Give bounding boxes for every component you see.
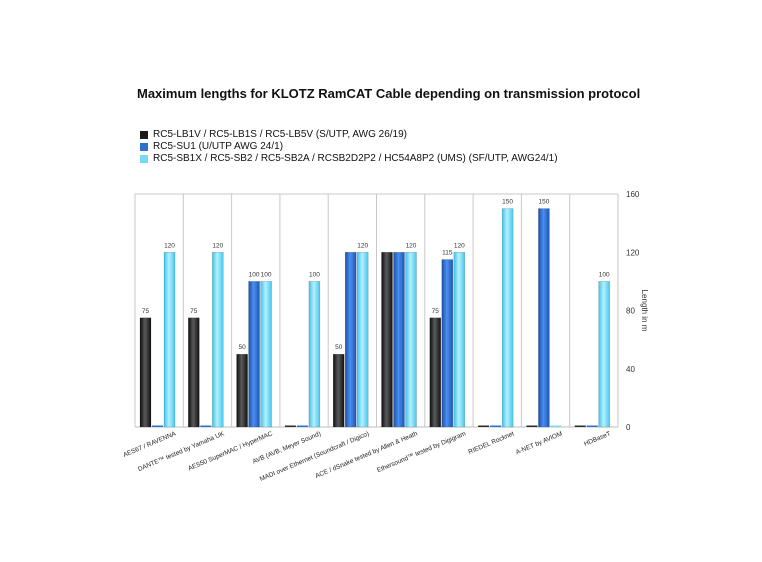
category-label: AES50 SuperMAC / HyperMAC — [187, 430, 274, 472]
bar-2-zero — [200, 425, 212, 427]
legend-swatch-series-3 — [140, 155, 148, 163]
category-label: A-NET by AVIOM — [515, 430, 564, 456]
data-label: 120 — [357, 242, 368, 249]
data-label: 115 — [442, 250, 453, 257]
category-label: Ethersound™ tested by Digigram — [376, 430, 467, 474]
bar-3-zero — [550, 425, 562, 427]
data-label: 120 — [454, 242, 465, 249]
bar-1-zero — [478, 425, 490, 427]
data-label: 150 — [538, 199, 549, 206]
bar-1-zero — [526, 425, 538, 427]
bar-1 — [381, 252, 393, 428]
data-label: 75 — [432, 308, 440, 315]
legend-label-series-2: RC5-SU1 (U/UTP AWG 24/1) — [153, 141, 284, 152]
bar-3 — [598, 281, 610, 428]
bar-3 — [260, 281, 272, 428]
bar-3 — [405, 252, 417, 428]
legend-swatch-series-2 — [140, 143, 148, 151]
y-tick-label: 40 — [626, 365, 635, 374]
chart-title: Maximum lengths for KLOTZ RamCAT Cable d… — [137, 86, 641, 101]
bar-1 — [188, 317, 200, 428]
bar-1 — [332, 353, 345, 428]
bar-2-zero — [490, 425, 502, 427]
bar-3 — [453, 252, 466, 428]
legend-label-series-1: RC5-LB1V / RC5-LB1S / RC5-LB5V (S/UTP, A… — [153, 129, 407, 140]
bar-2-zero — [296, 425, 308, 427]
bar-2 — [248, 281, 260, 428]
bar-3 — [163, 252, 176, 428]
legend-item-series-1: RC5-LB1V / RC5-LB1S / RC5-LB5V (S/UTP, A… — [140, 129, 558, 141]
legend-item-series-3: RC5-SB1X / RC5-SB2 / RC5-SB2A / RCSB2D2P… — [140, 153, 558, 165]
legend-label-series-3: RC5-SB1X / RC5-SB2 / RC5-SB2A / RCSB2D2P… — [153, 153, 558, 164]
legend-item-series-2: RC5-SU1 (U/UTP AWG 24/1) — [140, 141, 558, 153]
chart-legend: RC5-LB1V / RC5-LB1S / RC5-LB5V (S/UTP, A… — [140, 129, 558, 165]
data-label: 100 — [599, 271, 610, 278]
bar-2-zero — [152, 425, 163, 427]
y-tick-label: 120 — [626, 248, 640, 257]
bar-1 — [429, 317, 442, 428]
bar-1 — [236, 353, 248, 428]
data-label: 75 — [142, 308, 150, 315]
bar-2-zero — [586, 425, 598, 427]
bar-1-zero — [574, 425, 586, 427]
category-label: RIEDEL Rocknet — [467, 430, 515, 456]
category-label: HDBaseT — [583, 430, 612, 447]
data-label: 120 — [406, 242, 417, 249]
data-label: 75 — [190, 308, 198, 315]
data-label: 100 — [249, 271, 260, 278]
bar-3 — [212, 252, 224, 428]
data-label: 50 — [238, 344, 246, 351]
y-axis-label: Length in m — [640, 290, 649, 332]
bar-1-zero — [284, 425, 296, 427]
y-tick-label: 0 — [626, 423, 631, 432]
bar-3 — [356, 252, 369, 428]
data-label: 120 — [164, 242, 175, 249]
bar-2 — [393, 252, 405, 428]
data-label: 100 — [261, 271, 272, 278]
bar-2 — [441, 259, 454, 428]
data-label: 100 — [309, 271, 320, 278]
bar-3 — [501, 208, 514, 428]
bar-3 — [308, 281, 321, 428]
data-label: 50 — [335, 344, 343, 351]
data-label: 150 — [502, 199, 513, 206]
bar-2 — [538, 208, 550, 428]
legend-swatch-series-1 — [140, 131, 148, 139]
y-tick-label: 160 — [626, 190, 640, 199]
data-label: 120 — [212, 242, 223, 249]
y-tick-label: 80 — [626, 307, 635, 316]
bar-1 — [139, 317, 152, 428]
category-label: DANTE™ tested by Yamaha UK — [137, 430, 226, 473]
bar-2 — [344, 252, 357, 428]
